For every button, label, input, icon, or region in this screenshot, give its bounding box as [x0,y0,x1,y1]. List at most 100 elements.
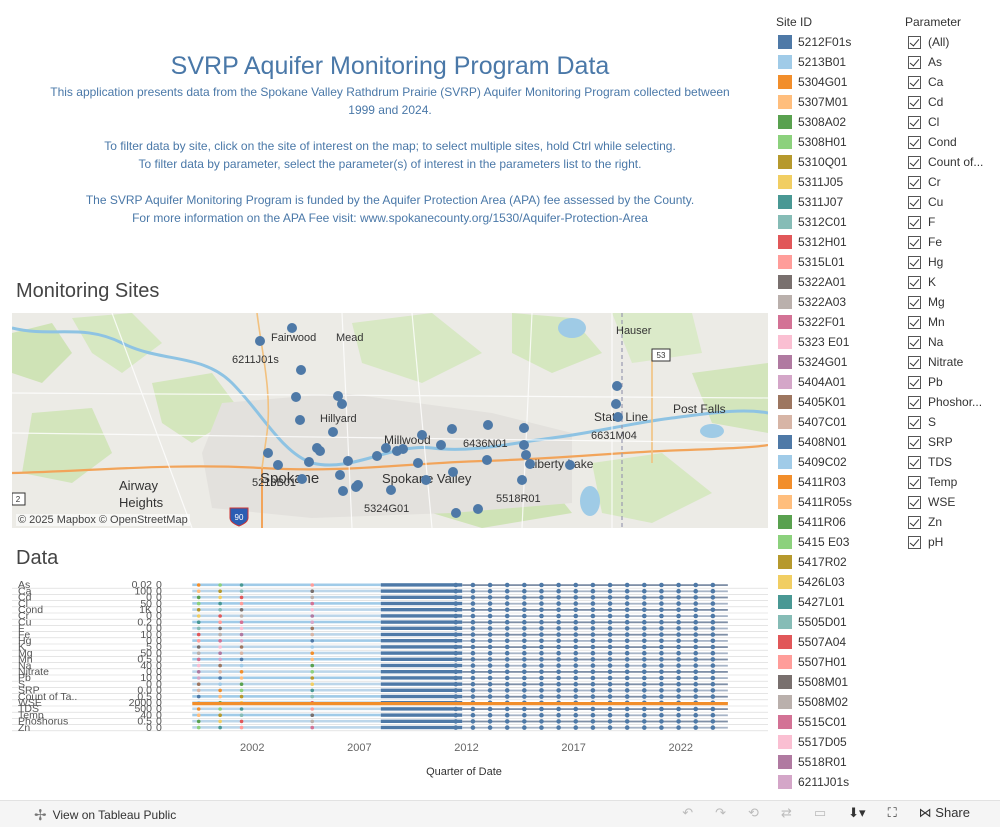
site-legend-item[interactable]: 6211J01s [778,772,898,792]
parameter-filter-item[interactable]: Mg [908,292,1000,312]
share-button[interactable]: ⋈ Share [919,805,970,821]
parameter-checkbox[interactable] [908,315,921,329]
fullscreen-icon[interactable]: ⛶ [887,805,897,820]
parameter-checkbox[interactable] [908,135,921,149]
site-legend-item[interactable]: 5312C01 [778,212,898,232]
site-marker[interactable] [335,470,345,480]
parameter-checkbox[interactable] [908,375,921,389]
site-legend-item[interactable]: 5427L01 [778,592,898,612]
site-marker[interactable] [519,423,529,433]
site-legend-item[interactable]: 5408N01 [778,432,898,452]
site-marker[interactable] [612,381,622,391]
view-on-tableau-button[interactable]: ✢ View on Tableau Public [34,806,176,824]
site-legend-item[interactable]: 5426L03 [778,572,898,592]
site-marker[interactable] [413,458,423,468]
parameter-filter-item[interactable]: F [908,212,1000,232]
site-marker[interactable] [473,504,483,514]
parameter-filter-item[interactable]: S [908,412,1000,432]
site-marker[interactable] [291,392,301,402]
site-marker[interactable] [343,456,353,466]
parameter-checkbox[interactable] [908,515,921,529]
site-marker[interactable] [398,444,408,454]
parameter-filter-item[interactable]: Na [908,332,1000,352]
site-legend-item[interactable]: 5404A01 [778,372,898,392]
map-canvas[interactable]: 90 53 2 Fairwood Mead Hauser Hillyard Mi… [12,313,768,528]
site-legend-item[interactable]: 5508M01 [778,672,898,692]
site-legend-item[interactable]: 5505D01 [778,612,898,632]
site-marker[interactable] [521,450,531,460]
site-legend-item[interactable]: 5212F01s [778,32,898,52]
site-legend-item[interactable]: 5515C01 [778,712,898,732]
site-legend-item[interactable]: 5409C02 [778,452,898,472]
site-legend-item[interactable]: 5411R06 [778,512,898,532]
site-marker[interactable] [315,446,325,456]
site-legend-item[interactable]: 5508M02 [778,692,898,712]
site-marker[interactable] [565,460,575,470]
site-marker[interactable] [337,399,347,409]
site-legend-item[interactable]: 5315L01 [778,252,898,272]
site-marker[interactable] [517,475,527,485]
parameter-filter-item[interactable]: Fe [908,232,1000,252]
parameter-checkbox[interactable] [908,535,921,549]
site-legend-item[interactable]: 5323 E01 [778,332,898,352]
site-marker[interactable] [333,391,343,401]
parameter-checkbox[interactable] [908,435,921,449]
site-legend-item[interactable]: 5507H01 [778,652,898,672]
parameter-filter-item[interactable]: Cd [908,92,1000,112]
parameter-checkbox[interactable] [908,175,921,189]
site-legend-item[interactable]: 5311J05 [778,172,898,192]
parameter-filter-item[interactable]: Cond [908,132,1000,152]
site-marker[interactable] [386,485,396,495]
site-marker[interactable] [304,457,314,467]
site-marker[interactable] [255,336,265,346]
parameter-checkbox[interactable] [908,355,921,369]
site-marker[interactable] [328,427,338,437]
site-marker[interactable] [372,451,382,461]
pause-icon[interactable]: ▭ [813,805,827,820]
undo-icon[interactable]: ↶ [682,805,694,820]
apa-fee-link[interactable]: www.spokanecounty.org/1530/Aquifer-Prote… [359,211,648,225]
parameter-checkbox[interactable] [908,395,921,409]
parameter-checkbox[interactable] [908,215,921,229]
parameter-filter-item[interactable]: TDS [908,452,1000,472]
parameter-checkbox[interactable] [908,35,921,49]
site-marker[interactable] [482,455,492,465]
parameter-filter-item[interactable]: Zn [908,512,1000,532]
parameter-checkbox[interactable] [908,155,921,169]
site-legend-item[interactable]: 5411R03 [778,472,898,492]
parameter-checkbox[interactable] [908,75,921,89]
parameter-checkbox[interactable] [908,275,921,289]
site-legend-item[interactable]: 5324G01 [778,352,898,372]
parameter-checkbox[interactable] [908,295,921,309]
site-legend-item[interactable]: 5304G01 [778,72,898,92]
site-legend-item[interactable]: 5411R05s [778,492,898,512]
site-marker[interactable] [338,486,348,496]
site-marker[interactable] [451,508,461,518]
site-legend-item[interactable]: 5213B01 [778,52,898,72]
site-legend-item[interactable]: 5322A03 [778,292,898,312]
parameter-filter-item[interactable]: Temp [908,472,1000,492]
parameter-filter-item[interactable]: Cu [908,192,1000,212]
site-legend-item[interactable]: 5308H01 [778,132,898,152]
parameter-filter-item[interactable]: Mn [908,312,1000,332]
redo-icon[interactable]: ↷ [715,805,727,820]
site-marker[interactable] [483,420,493,430]
site-marker[interactable] [448,467,458,477]
site-legend-item[interactable]: 5310Q01 [778,152,898,172]
site-marker[interactable] [519,440,529,450]
parameter-filter-item[interactable]: Hg [908,252,1000,272]
parameter-filter-item[interactable]: As [908,52,1000,72]
site-marker[interactable] [421,475,431,485]
site-legend-item[interactable]: 5518R01 [778,752,898,772]
parameter-checkbox[interactable] [908,195,921,209]
parameter-filter-item[interactable]: Ca [908,72,1000,92]
parameter-filter-item[interactable]: Phoshor... [908,392,1000,412]
refresh-icon[interactable]: ⇄ [780,805,792,820]
parameter-checkbox[interactable] [908,235,921,249]
parameter-checkbox[interactable] [908,415,921,429]
site-marker[interactable] [353,480,363,490]
parameter-filter-item[interactable]: Cr [908,172,1000,192]
parameter-filter-item[interactable]: (All) [908,32,1000,52]
site-marker[interactable] [297,474,307,484]
